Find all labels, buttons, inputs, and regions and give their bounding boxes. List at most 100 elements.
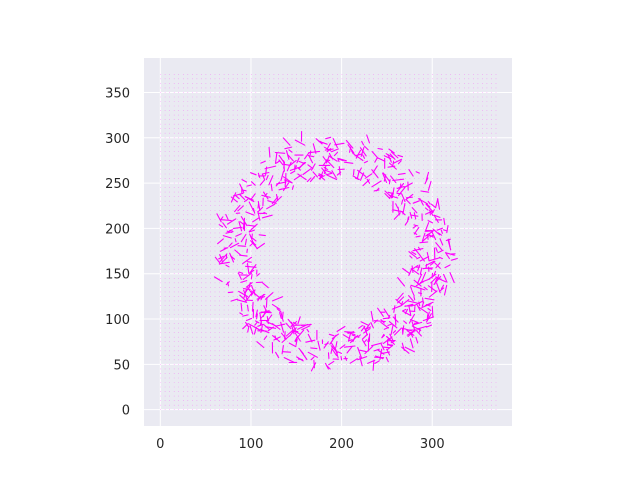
vector-arrow: [250, 284, 255, 293]
vector-arrow: [267, 326, 274, 332]
vector-arrow: [417, 325, 427, 330]
vector-arrow: [234, 249, 242, 256]
vector-arrow: [388, 191, 394, 199]
vector-arrow: [426, 233, 429, 240]
vector-arrow: [305, 339, 316, 343]
vector-arrow: [385, 153, 395, 159]
vector-arrow: [417, 286, 426, 291]
vector-arrow: [310, 356, 315, 361]
vector-arrow: [296, 157, 300, 164]
vector-arrow: [390, 324, 394, 335]
vector-arrow: [262, 282, 269, 289]
vector-arrow: [250, 289, 256, 296]
vector-arrow: [382, 172, 388, 183]
vector-arrow: [239, 294, 247, 302]
vector-arrow: [245, 317, 253, 322]
vector-arrow: [217, 238, 224, 245]
vector-arrow: [443, 273, 448, 283]
vector-arrow: [265, 297, 268, 308]
vector-arrow: [234, 238, 237, 243]
vector-arrow: [237, 205, 244, 212]
vector-arrow: [251, 237, 257, 242]
vector-arrow: [403, 182, 413, 189]
vector-arrow: [225, 264, 230, 268]
vector-arrow: [362, 339, 367, 347]
vector-arrow: [290, 170, 296, 174]
vector-arrow: [248, 229, 255, 233]
vector-arrow: [252, 217, 260, 223]
vector-arrow: [421, 232, 426, 242]
vector-arrow: [357, 356, 368, 361]
vector-arrow: [285, 322, 292, 330]
vector-arrow: [396, 192, 403, 195]
vector-arrow: [424, 222, 430, 233]
vector-arrow: [302, 168, 312, 176]
vector-arrow: [390, 151, 399, 159]
vector-arrow: [324, 362, 329, 370]
vector-arrow: [281, 351, 292, 353]
y-tick-label: 150: [105, 268, 130, 283]
vector-arrow: [293, 330, 300, 335]
vector-arrow: [230, 196, 238, 203]
vector-arrow: [240, 233, 247, 243]
vector-arrow: [275, 351, 280, 359]
vector-arrow: [428, 257, 440, 262]
vector-arrow: [325, 159, 331, 161]
vector-arrow: [298, 160, 306, 165]
vector-arrow: [404, 220, 409, 226]
vector-arrow: [367, 359, 376, 364]
vector-arrow: [241, 179, 248, 183]
vector-arrow: [259, 319, 263, 326]
vector-arrow: [426, 322, 432, 325]
vector-arrow: [244, 292, 253, 303]
vector-arrow: [310, 362, 317, 372]
vector-arrow: [324, 148, 334, 151]
vector-arrow: [292, 321, 297, 325]
vector-arrow: [385, 356, 389, 363]
vector-arrow: [448, 238, 451, 248]
vector-arrow: [239, 312, 243, 316]
vector-arrow: [408, 313, 416, 324]
vector-arrow: [266, 203, 276, 210]
vector-arrow: [265, 174, 269, 181]
vector-arrow: [397, 154, 404, 158]
vector-arrow: [275, 160, 281, 164]
vector-arrow: [382, 346, 390, 349]
vector-arrow: [407, 329, 417, 338]
vector-arrow: [440, 284, 445, 290]
vector-arrow: [433, 214, 439, 223]
vector-arrow: [238, 271, 244, 274]
vector-arrow: [397, 292, 404, 301]
vector-arrow: [270, 183, 273, 192]
vector-arrow: [297, 316, 301, 325]
vector-arrow: [307, 155, 315, 158]
vector-arrow: [257, 323, 264, 327]
vector-arrow: [373, 320, 386, 323]
vector-arrow: [323, 341, 329, 349]
vector-arrow: [371, 169, 379, 179]
vector-arrow: [291, 185, 294, 190]
vector-arrow: [426, 311, 430, 322]
vector-arrow: [288, 149, 293, 153]
vector-arrow: [296, 356, 304, 362]
vector-arrow: [263, 324, 270, 331]
vector-arrow: [253, 326, 261, 331]
vector-arrow: [412, 225, 417, 229]
vector-arrow: [425, 324, 433, 328]
vector-arrow: [335, 341, 338, 348]
vector-arrow: [382, 172, 391, 183]
vector-arrow: [256, 313, 258, 320]
vector-arrow: [411, 251, 417, 255]
vector-arrow: [238, 290, 249, 298]
vector-arrow: [251, 233, 253, 239]
vector-arrow: [416, 273, 423, 284]
vector-arrow: [242, 272, 253, 280]
vector-arrow: [276, 308, 281, 312]
vector-arrow: [374, 356, 385, 359]
vector-arrow: [280, 321, 285, 333]
vector-arrow: [271, 196, 279, 205]
vector-arrow: [425, 263, 428, 269]
vector-arrow: [423, 286, 428, 291]
vector-arrow: [397, 172, 406, 175]
vector-arrow: [374, 360, 380, 364]
